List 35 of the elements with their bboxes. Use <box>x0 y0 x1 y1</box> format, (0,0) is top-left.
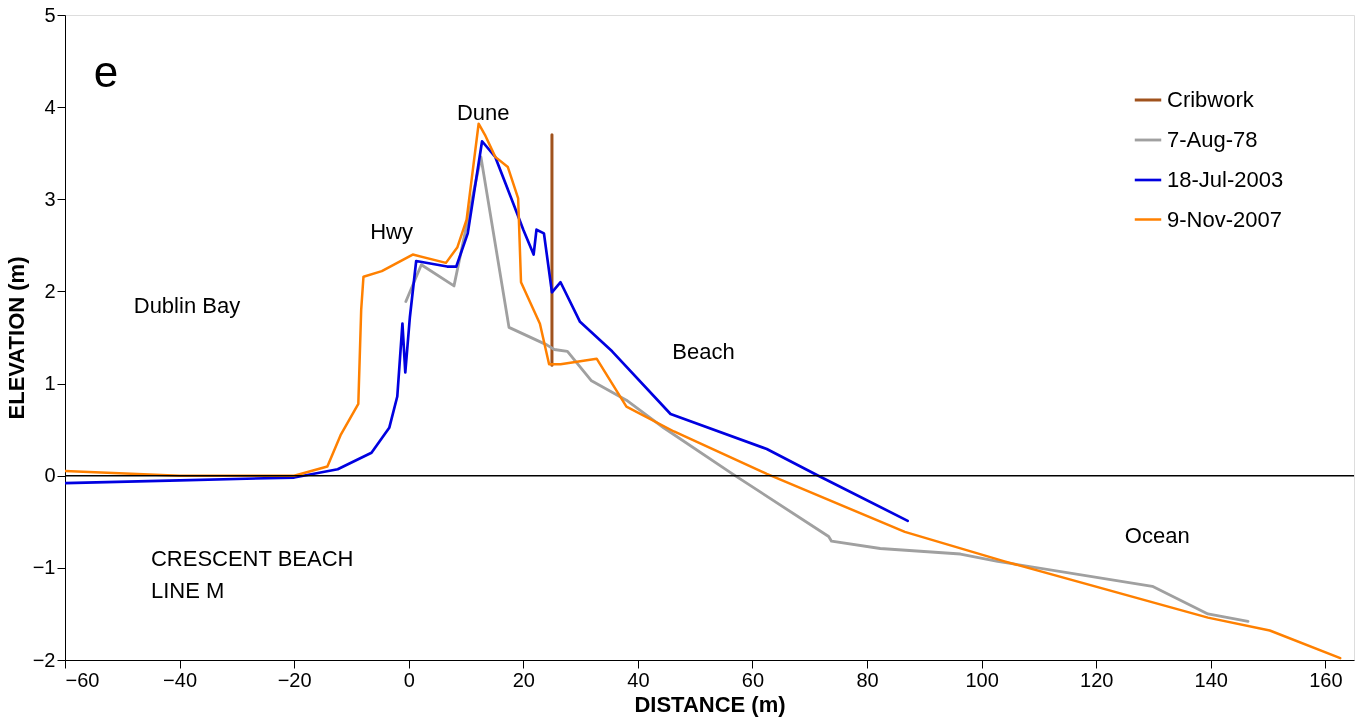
line-series <box>65 139 910 523</box>
y-tick-label: 4 <box>44 95 56 118</box>
y-tick-label: 0 <box>44 464 56 487</box>
x-tick-label: −60 <box>65 668 100 691</box>
legend-label: 7-Aug-78 <box>1167 127 1258 152</box>
x-tick-label: 60 <box>741 668 765 691</box>
annotation: CRESCENT BEACH LINE M <box>150 546 354 604</box>
legend-label: 18-Jul-2003 <box>1167 167 1284 192</box>
line-series <box>65 122 1342 660</box>
y-tick-label: 1 <box>44 372 56 395</box>
x-tick-label: 80 <box>856 668 879 691</box>
x-tick-label: −40 <box>163 668 198 691</box>
x-tick-label: 120 <box>1080 668 1114 691</box>
x-tick-label: 20 <box>512 668 535 691</box>
y-tick-label: 3 <box>44 187 56 210</box>
y-tick-label: 2 <box>44 279 56 302</box>
x-tick-label: 0 <box>403 668 415 691</box>
x-tick-label: 140 <box>1194 668 1228 691</box>
y-axis-title: ELEVATION (m) <box>3 256 29 420</box>
x-tick-label: 160 <box>1309 668 1343 691</box>
x-tick-label: 100 <box>965 668 999 691</box>
y-tick-label: −2 <box>32 648 56 671</box>
y-tick-label: −1 <box>32 556 56 579</box>
x-tick-label: 40 <box>627 668 650 691</box>
legend-label: Cribwork <box>1167 87 1255 112</box>
y-tick-label: 5 <box>44 3 56 26</box>
annotation: Dune <box>456 99 510 125</box>
x-axis-title: DISTANCE (m) <box>634 691 786 717</box>
legend-label: 9-Nov-2007 <box>1167 206 1282 232</box>
annotation: Hwy <box>370 219 413 245</box>
annotation: Ocean <box>1124 523 1190 549</box>
x-tick-label: −20 <box>277 668 312 691</box>
annotation: Dublin Bay <box>133 293 241 319</box>
annotation: Beach <box>672 339 735 365</box>
annotation: e <box>93 46 119 96</box>
